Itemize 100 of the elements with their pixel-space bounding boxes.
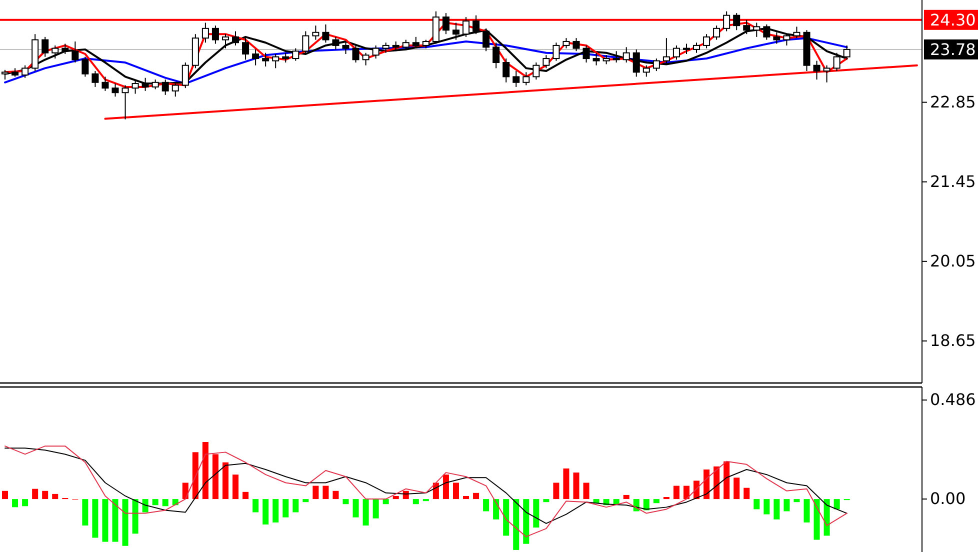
bar xyxy=(392,496,399,500)
bar xyxy=(152,499,158,506)
bar xyxy=(754,499,760,510)
candlestick xyxy=(342,40,350,54)
candlestick xyxy=(823,64,830,83)
candlestick xyxy=(232,30,240,46)
bar xyxy=(834,499,840,510)
candlestick xyxy=(102,76,109,92)
bar xyxy=(182,482,188,500)
bar xyxy=(593,499,600,504)
bar xyxy=(12,499,18,508)
candlestick xyxy=(572,38,580,52)
bar xyxy=(824,499,830,536)
bar xyxy=(162,499,168,506)
candlestick xyxy=(372,44,380,60)
bar xyxy=(352,499,359,518)
bar xyxy=(452,482,459,500)
bar xyxy=(112,499,118,542)
ref-line-label: 24.30 xyxy=(930,10,976,30)
bar xyxy=(342,499,349,504)
bar xyxy=(382,499,389,504)
bar xyxy=(2,490,8,500)
candlestick xyxy=(62,43,69,54)
bar xyxy=(122,499,128,546)
bar xyxy=(533,499,540,528)
bar xyxy=(483,499,490,512)
candlestick xyxy=(642,64,650,78)
candlestick xyxy=(412,36,420,49)
bar xyxy=(563,468,570,500)
bar xyxy=(503,499,510,536)
candlestick xyxy=(112,83,119,98)
bar xyxy=(473,492,480,500)
candlestick xyxy=(522,72,530,86)
bar xyxy=(332,490,339,500)
bar xyxy=(412,499,419,504)
bar xyxy=(704,470,710,500)
candlestick xyxy=(783,34,790,46)
bar xyxy=(252,499,259,512)
bar xyxy=(714,466,720,500)
bar xyxy=(282,499,289,518)
candlestick xyxy=(582,44,590,64)
bar xyxy=(222,462,228,500)
candlestick xyxy=(262,52,270,67)
candlestick xyxy=(632,48,640,78)
candlestick xyxy=(52,44,59,60)
y-tick-label: 20.05 xyxy=(930,252,976,271)
bar xyxy=(92,499,98,538)
candlestick xyxy=(602,54,610,65)
ref-line-label: 23.78 xyxy=(930,40,976,60)
bar xyxy=(102,499,108,542)
candlestick xyxy=(693,42,700,54)
candlestick xyxy=(272,53,280,69)
bar xyxy=(573,472,580,500)
candlestick xyxy=(512,70,520,88)
candlestick xyxy=(92,70,99,88)
candlestick xyxy=(242,38,250,60)
candlestick xyxy=(402,39,410,50)
candlestick xyxy=(502,58,510,83)
bar xyxy=(42,490,48,500)
bar xyxy=(794,499,800,502)
candlestick xyxy=(202,22,209,44)
bar xyxy=(613,499,620,504)
y-tick-label: 0.00 xyxy=(930,489,966,508)
y-tick-label: 21.45 xyxy=(930,172,976,191)
bar xyxy=(322,486,329,500)
candlestick xyxy=(733,12,740,31)
candlestick xyxy=(42,36,49,58)
bar xyxy=(513,499,520,550)
candlestick xyxy=(562,38,570,49)
y-tick-label: 18.65 xyxy=(930,331,976,350)
candlestick xyxy=(682,43,690,54)
candlestick xyxy=(382,42,390,54)
bar xyxy=(744,488,750,500)
bar xyxy=(814,499,820,540)
y-tick-label: 0.486 xyxy=(930,390,976,410)
bar xyxy=(523,499,530,544)
bar xyxy=(804,499,810,522)
bar xyxy=(142,499,148,512)
bar xyxy=(362,499,369,526)
candlestick xyxy=(703,34,710,49)
bar xyxy=(543,499,550,502)
bar xyxy=(653,499,660,504)
candlestick xyxy=(392,40,400,52)
candlestick xyxy=(542,54,550,69)
bar xyxy=(673,486,680,500)
bar xyxy=(463,496,470,500)
candlestick xyxy=(122,84,129,120)
candlestick xyxy=(773,32,780,44)
bar xyxy=(774,499,780,520)
candlestick xyxy=(312,25,320,40)
candlestick xyxy=(292,48,300,62)
bar xyxy=(272,499,279,522)
candlestick xyxy=(302,30,310,54)
candlestick xyxy=(252,48,260,66)
candlestick xyxy=(662,38,670,65)
bar xyxy=(302,499,309,502)
candlestick xyxy=(672,44,680,60)
bar xyxy=(442,474,449,500)
bar xyxy=(724,461,730,500)
bar xyxy=(192,452,198,500)
